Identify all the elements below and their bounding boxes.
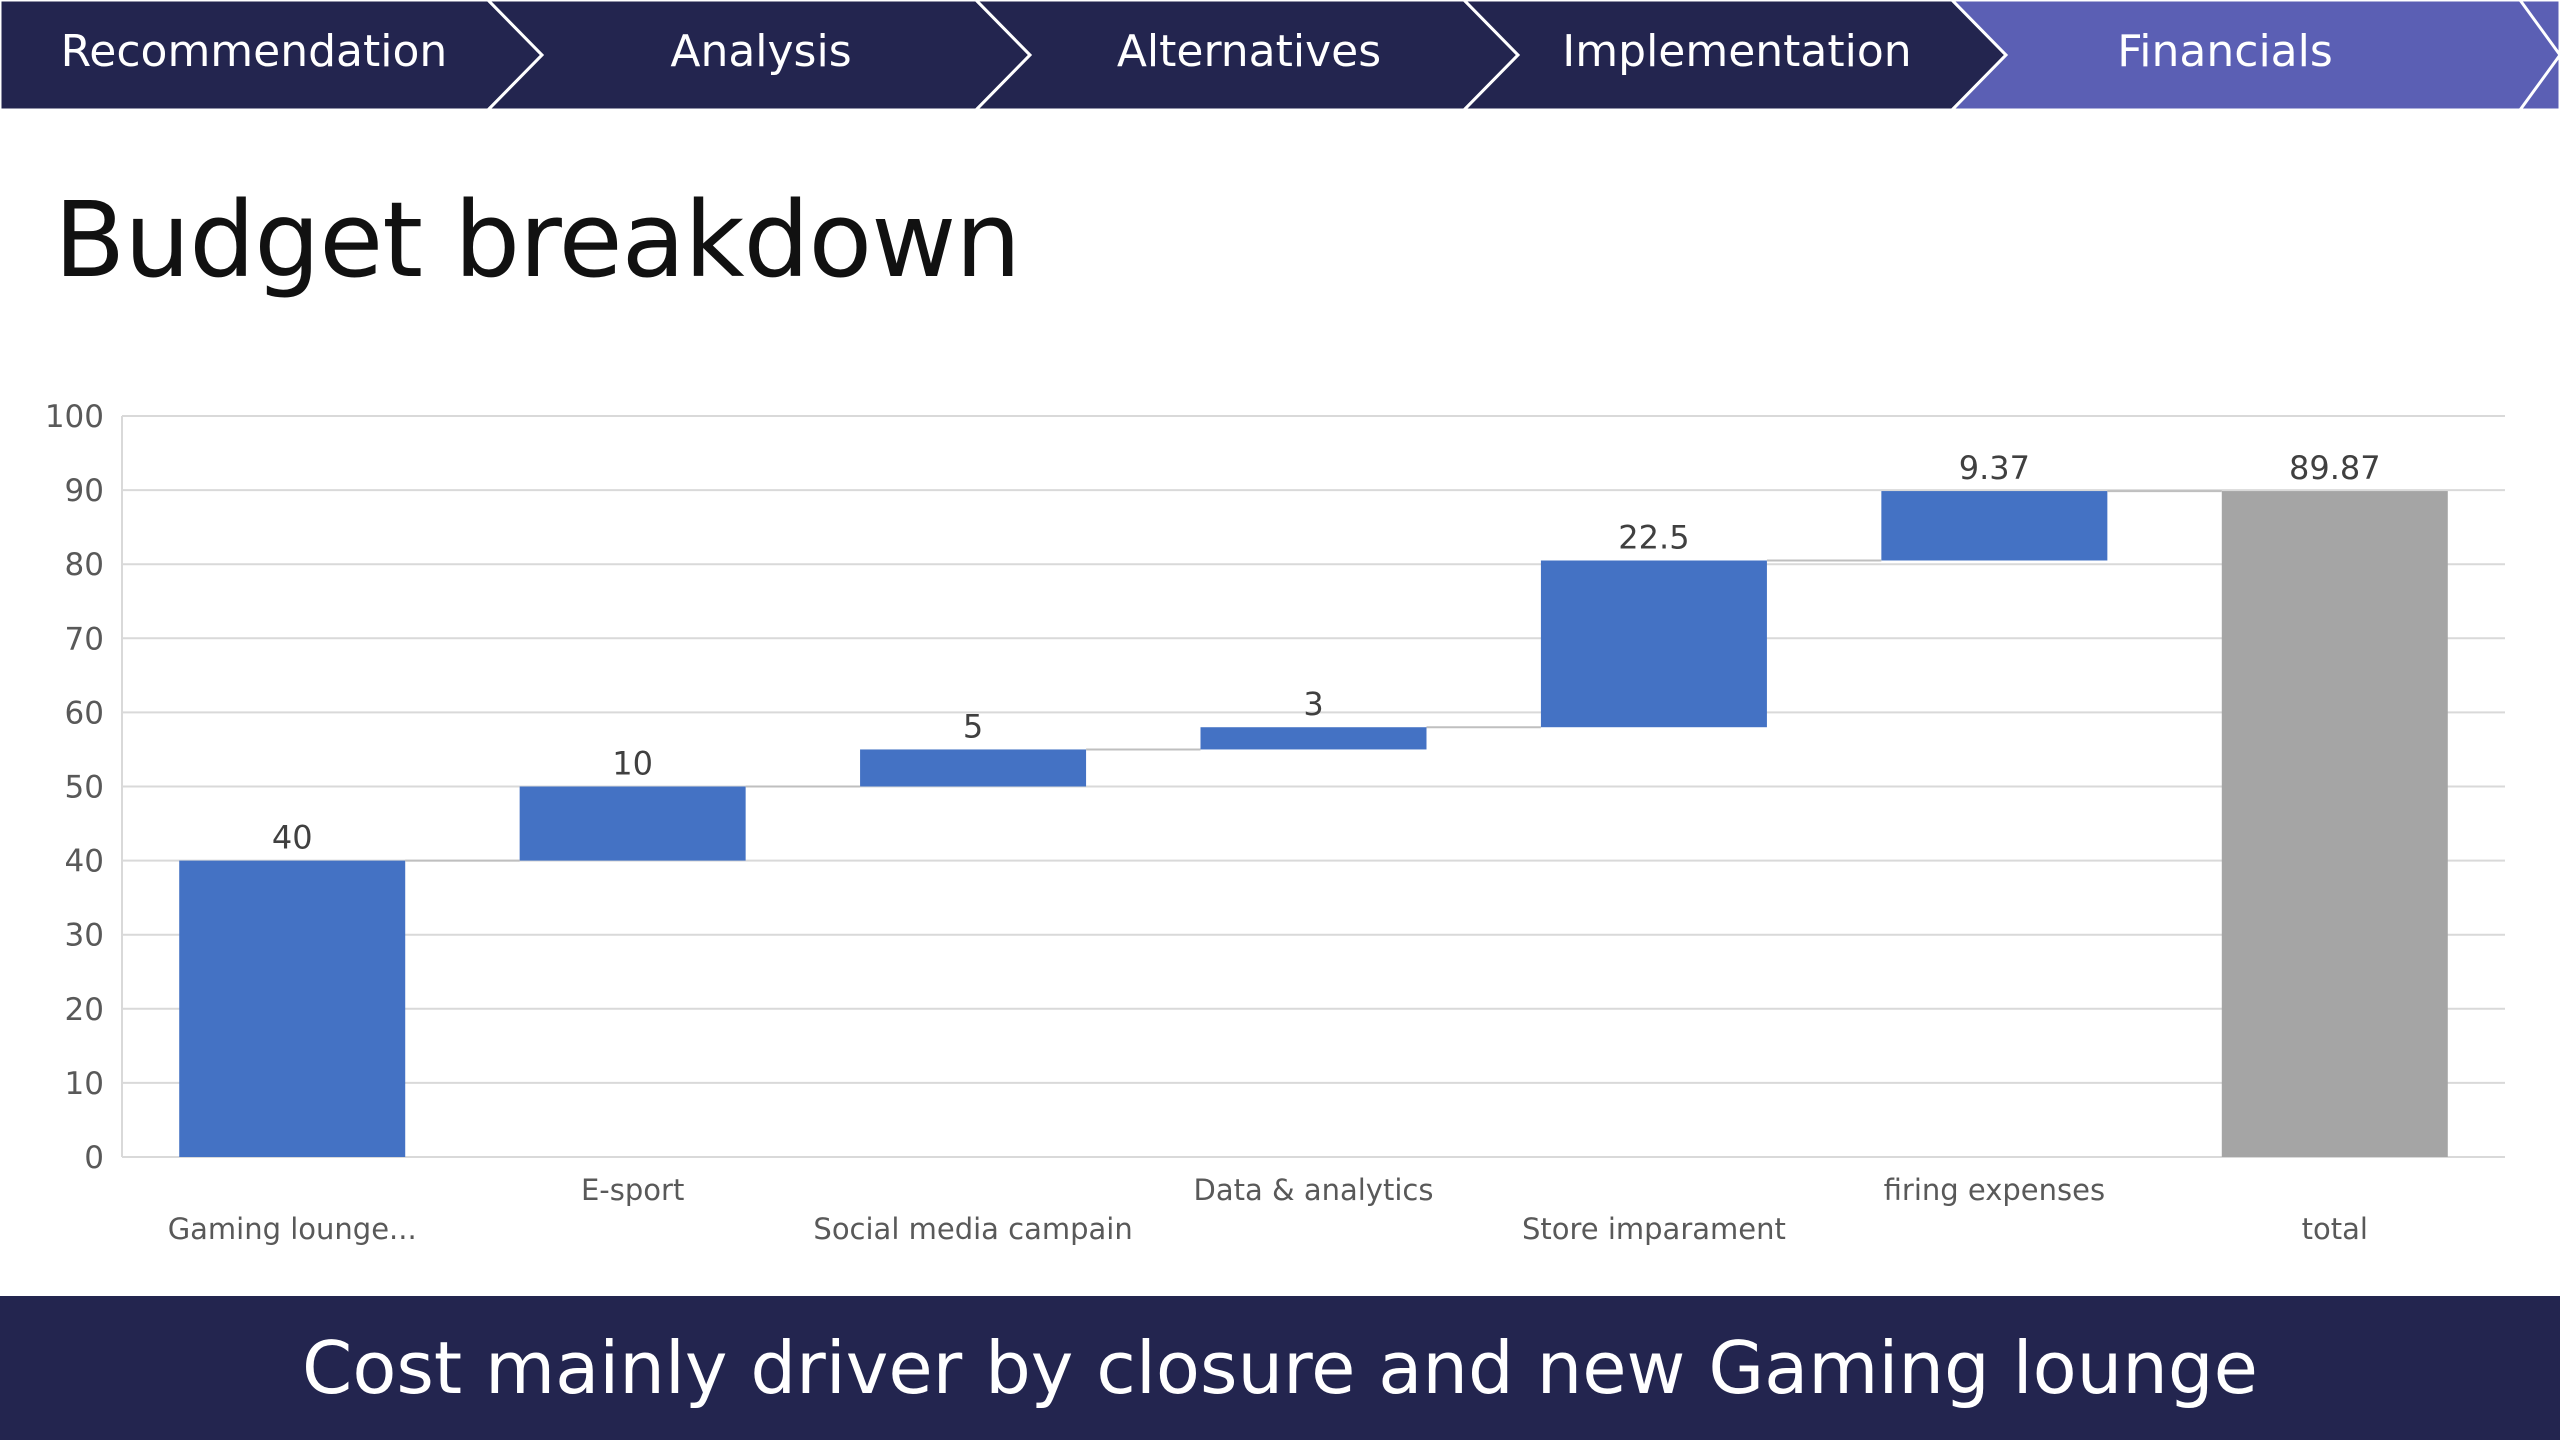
data-label-firing-expenses: 9.37 xyxy=(1959,449,2030,487)
section-navigation: Recommendation Analysis Alternatives Implem… xyxy=(0,0,2560,110)
category-label-gaming-lounge: Gaming lounge... xyxy=(168,1212,417,1246)
y-tick-label: 90 xyxy=(65,473,104,509)
data-label-e-sport: 10 xyxy=(612,745,653,783)
y-tick-label: 70 xyxy=(65,621,104,657)
waterfall-bar-social-media-campain xyxy=(860,749,1087,787)
data-label-store-imparament: 22.5 xyxy=(1618,518,1689,556)
nav-tab-label-recommendation: Recommendation xyxy=(61,26,448,77)
waterfall-bar-data-analytics xyxy=(1200,727,1427,750)
nav-tab-label-implementation: Implementation xyxy=(1562,26,1911,77)
data-label-total: 89.87 xyxy=(2289,449,2381,487)
nav-tab-analysis[interactable] xyxy=(485,0,1033,110)
y-tick-label: 0 xyxy=(84,1140,104,1176)
nav-end-notch xyxy=(2518,0,2560,110)
nav-tab-alternatives[interactable] xyxy=(973,0,1521,110)
waterfall-bar-firing-expenses xyxy=(1881,491,2108,561)
waterfall-bar-e-sport xyxy=(519,786,746,861)
nav-tab-label-financials: Financials xyxy=(2117,26,2333,77)
chart-canvas: 0 10 20 30 40 50 60 70 80 90 100 40 Gaming lounge...… xyxy=(45,399,2505,1246)
section-navigation-chevrons: Recommendation Analysis Alternatives Implem… xyxy=(0,0,2560,110)
nav-tab-label-alternatives: Alternatives xyxy=(1117,26,1381,77)
y-tick-label: 50 xyxy=(65,770,104,806)
footer-takeaway: Cost mainly driver by closure and new Ga… xyxy=(302,1326,2258,1410)
category-label-firing-expenses: firing expenses xyxy=(1884,1173,2105,1207)
data-label-social-media-campain: 5 xyxy=(963,707,983,745)
waterfall-bar-gaming-lounge xyxy=(179,860,406,1157)
budget-waterfall-chart: 0 10 20 30 40 50 60 70 80 90 100 40 Gaming lounge...… xyxy=(0,370,2560,1270)
nav-tab-financials[interactable] xyxy=(1949,0,2560,110)
page-title: Budget breakdown xyxy=(54,179,1021,301)
y-tick-label: 20 xyxy=(65,992,104,1028)
y-tick-label: 30 xyxy=(65,918,104,954)
category-label-store-imparament: Store imparament xyxy=(1522,1212,1786,1246)
y-tick-label: 60 xyxy=(65,695,104,731)
data-label-data-analytics: 3 xyxy=(1303,685,1323,723)
y-tick-label: 100 xyxy=(45,399,104,435)
category-label-data-analytics: Data & analytics xyxy=(1194,1173,1434,1207)
category-label-social-media-campain: Social media campain xyxy=(813,1212,1132,1246)
waterfall-bar-store-imparament xyxy=(1540,560,1767,728)
data-label-gaming-lounge: 40 xyxy=(272,819,313,857)
y-tick-label: 10 xyxy=(65,1066,104,1102)
y-tick-label: 80 xyxy=(65,547,104,583)
category-label-e-sport: E-sport xyxy=(581,1173,684,1207)
y-tick-label: 40 xyxy=(65,844,104,880)
nav-tab-label-analysis: Analysis xyxy=(670,26,851,77)
waterfall-bar-total xyxy=(2221,491,2448,1157)
category-label-total: total xyxy=(2302,1212,2368,1246)
footer-banner: Cost mainly driver by closure and new Ga… xyxy=(0,1296,2560,1440)
nav-tab-implementation[interactable] xyxy=(1461,0,2009,110)
